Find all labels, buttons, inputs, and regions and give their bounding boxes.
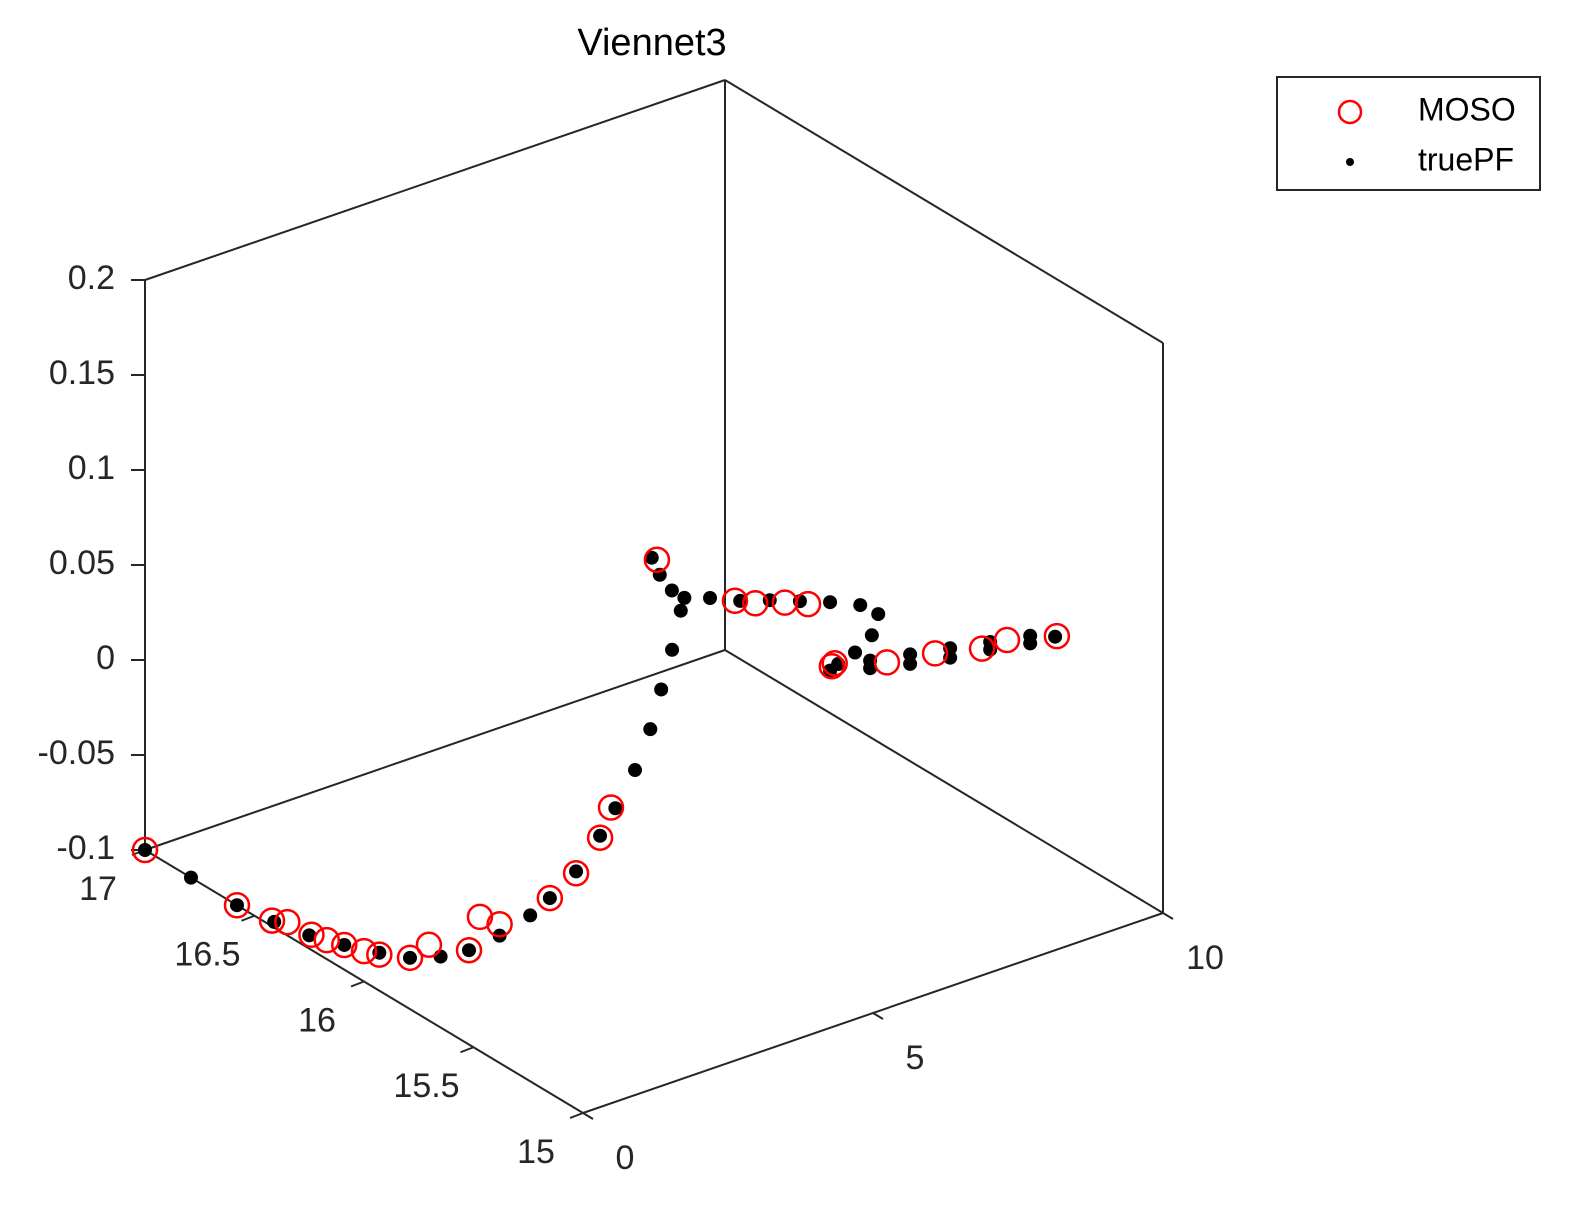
axis-box-edge <box>144 79 726 281</box>
y-tick-label: 17 <box>79 870 117 908</box>
point-marker <box>818 652 846 680</box>
x-tick-label: 10 <box>1186 939 1224 977</box>
point-marker <box>331 931 358 959</box>
point-marker <box>466 903 494 931</box>
point-marker <box>396 944 424 972</box>
point-marker <box>258 907 286 934</box>
point-marker <box>871 607 886 622</box>
point-marker <box>1048 629 1063 644</box>
point-marker <box>523 908 538 923</box>
point-marker <box>721 587 749 615</box>
point-marker <box>864 628 879 643</box>
point-marker <box>337 937 352 952</box>
point-marker <box>415 931 443 958</box>
z-tick-label: -0.1 <box>56 829 115 867</box>
point-marker <box>853 598 868 613</box>
point-marker <box>644 550 659 565</box>
point-marker <box>433 949 448 964</box>
point-marker <box>586 824 614 851</box>
point-marker <box>562 860 590 887</box>
point-marker <box>664 583 679 598</box>
point-marker <box>597 794 625 821</box>
point-marker <box>298 921 325 948</box>
point-marker <box>462 943 476 958</box>
point-marker <box>593 828 608 843</box>
point-marker <box>536 884 564 912</box>
point-marker <box>302 928 317 943</box>
point-marker <box>643 546 671 573</box>
point-marker <box>677 590 692 605</box>
point-marker <box>823 595 838 610</box>
y-tick <box>241 914 255 922</box>
legend-marker <box>1337 99 1363 125</box>
x-tick <box>872 1012 884 1020</box>
point-marker <box>274 908 301 936</box>
x-tick-label: 0 <box>616 1139 635 1177</box>
y-tick <box>350 980 365 988</box>
point-marker <box>138 843 152 857</box>
point-marker <box>366 941 393 968</box>
point-marker <box>455 936 483 964</box>
x-tick <box>1162 912 1174 920</box>
point-marker <box>223 891 251 919</box>
point-marker <box>542 891 557 906</box>
point-marker <box>1023 628 1038 643</box>
point-marker <box>848 645 863 660</box>
axis-box-edge <box>724 79 1164 344</box>
z-tick-label: 0.05 <box>49 544 115 582</box>
y-tick-label: 16.5 <box>174 936 240 974</box>
z-tick-label: 0 <box>96 639 115 677</box>
point-marker <box>968 635 996 662</box>
axis-box-edge <box>724 649 1164 914</box>
legend-label: truePF <box>1418 141 1514 177</box>
point-marker <box>993 626 1021 654</box>
point-marker <box>628 763 643 778</box>
point-marker <box>873 649 901 676</box>
point-marker <box>821 650 848 677</box>
point-marker <box>903 647 918 662</box>
y-tick <box>569 1112 584 1119</box>
point-marker <box>921 640 949 667</box>
x-tick <box>582 1112 594 1120</box>
point-marker <box>608 801 623 816</box>
point-marker <box>654 682 669 697</box>
z-tick-label: 0.1 <box>68 449 115 487</box>
point-marker <box>183 870 198 885</box>
legend-box <box>1276 76 1541 191</box>
point-marker <box>1043 622 1071 650</box>
point-marker <box>742 590 769 617</box>
point-marker <box>673 603 688 618</box>
point-marker <box>794 590 822 618</box>
point-marker <box>402 950 417 965</box>
point-marker <box>486 911 513 938</box>
legend-marker <box>1346 158 1354 166</box>
legend-label: MOSO <box>1418 91 1516 127</box>
point-marker <box>313 926 341 954</box>
point-marker <box>863 653 878 668</box>
point-marker <box>703 591 718 605</box>
chart-title: Viennet3 <box>577 22 726 64</box>
point-marker <box>665 642 680 657</box>
axis-box-edge <box>144 649 726 851</box>
y-tick-label: 15.5 <box>393 1067 459 1105</box>
y-tick-label: 15 <box>517 1133 555 1171</box>
z-tick-label: 0.2 <box>68 259 115 297</box>
point-marker <box>229 898 244 913</box>
point-marker <box>569 864 584 879</box>
z-tick-label: -0.05 <box>38 734 116 772</box>
point-marker <box>643 722 658 737</box>
point-marker <box>131 836 159 864</box>
point-marker <box>350 937 378 965</box>
y-tick <box>460 1046 474 1054</box>
x-tick-label: 5 <box>906 1039 925 1077</box>
z-tick-label: 0.15 <box>49 354 115 392</box>
y-tick-label: 16 <box>298 1001 336 1039</box>
